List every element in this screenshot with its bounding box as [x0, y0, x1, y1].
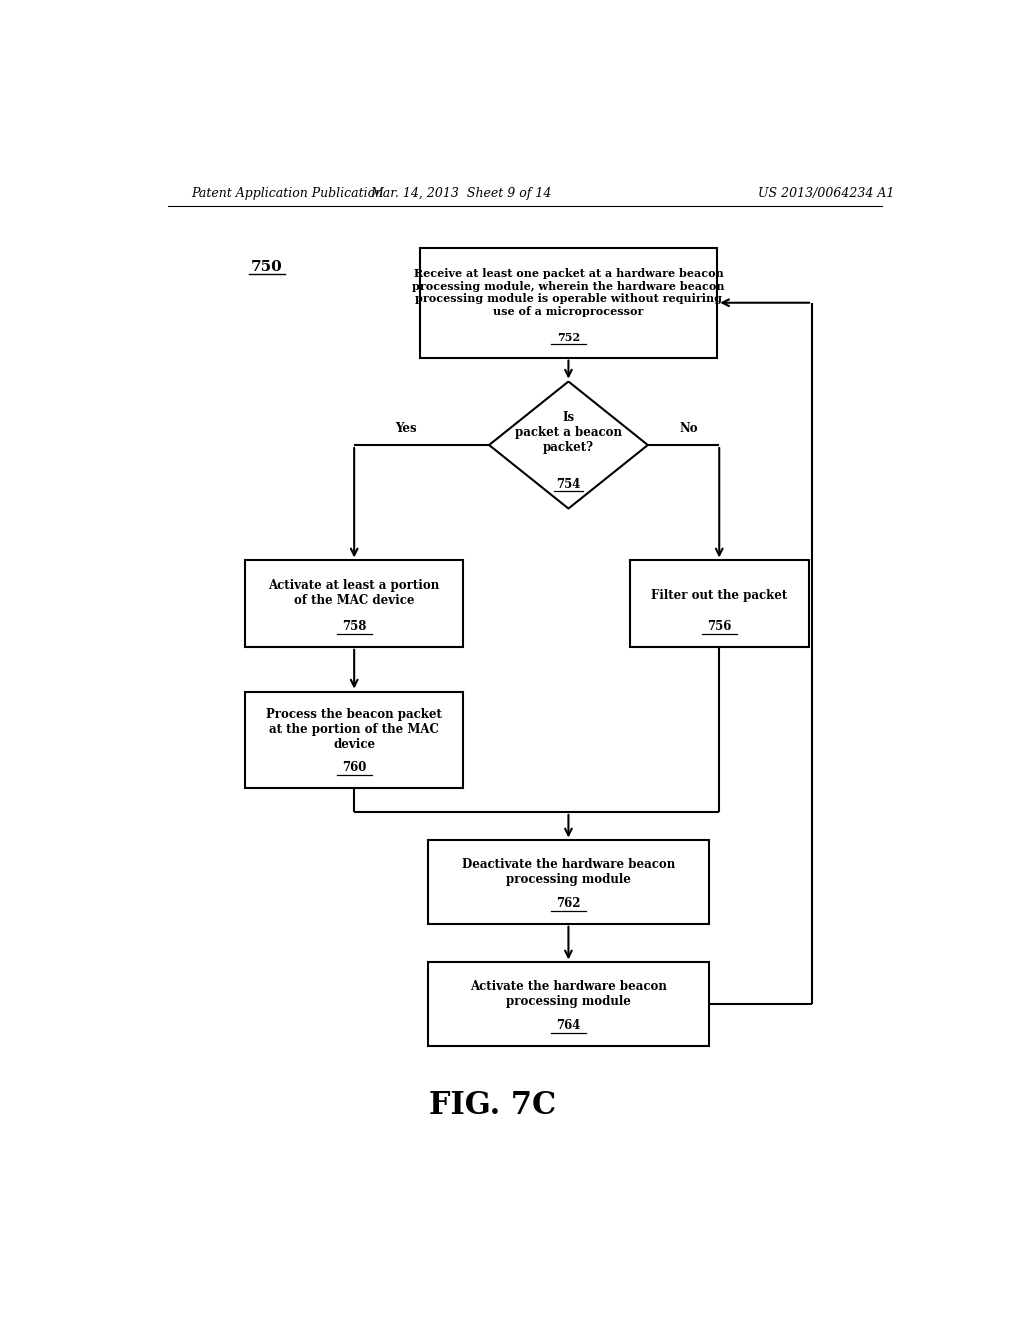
Text: Mar. 14, 2013  Sheet 9 of 14: Mar. 14, 2013 Sheet 9 of 14 — [371, 187, 552, 201]
Text: FIG. 7C: FIG. 7C — [429, 1090, 557, 1121]
Text: 758: 758 — [342, 620, 367, 634]
Text: No: No — [680, 422, 698, 436]
Text: US 2013/0064234 A1: US 2013/0064234 A1 — [758, 187, 895, 201]
Polygon shape — [489, 381, 648, 508]
Text: Process the beacon packet
at the portion of the MAC
device: Process the beacon packet at the portion… — [266, 708, 442, 751]
Text: 752: 752 — [557, 331, 580, 343]
Text: 760: 760 — [342, 762, 367, 775]
Text: 754: 754 — [556, 478, 581, 491]
Text: Yes: Yes — [395, 422, 417, 436]
Text: 756: 756 — [707, 620, 731, 634]
FancyBboxPatch shape — [245, 561, 463, 647]
Text: Activate at least a portion
of the MAC device: Activate at least a portion of the MAC d… — [268, 579, 439, 607]
FancyBboxPatch shape — [428, 962, 710, 1045]
Text: Deactivate the hardware beacon
processing module: Deactivate the hardware beacon processin… — [462, 858, 675, 886]
Text: Is
packet a beacon
packet?: Is packet a beacon packet? — [515, 412, 622, 454]
FancyBboxPatch shape — [420, 248, 717, 358]
FancyBboxPatch shape — [630, 561, 809, 647]
FancyBboxPatch shape — [428, 841, 710, 924]
Text: 764: 764 — [556, 1019, 581, 1032]
Text: Patent Application Publication: Patent Application Publication — [191, 187, 384, 201]
Text: Activate the hardware beacon
processing module: Activate the hardware beacon processing … — [470, 979, 667, 1008]
Text: 762: 762 — [556, 896, 581, 909]
Text: Receive at least one packet at a hardware beacon
processing module, wherein the : Receive at least one packet at a hardwar… — [413, 268, 725, 317]
FancyBboxPatch shape — [245, 692, 463, 788]
Text: Filter out the packet: Filter out the packet — [651, 589, 787, 602]
Text: 750: 750 — [251, 260, 283, 275]
